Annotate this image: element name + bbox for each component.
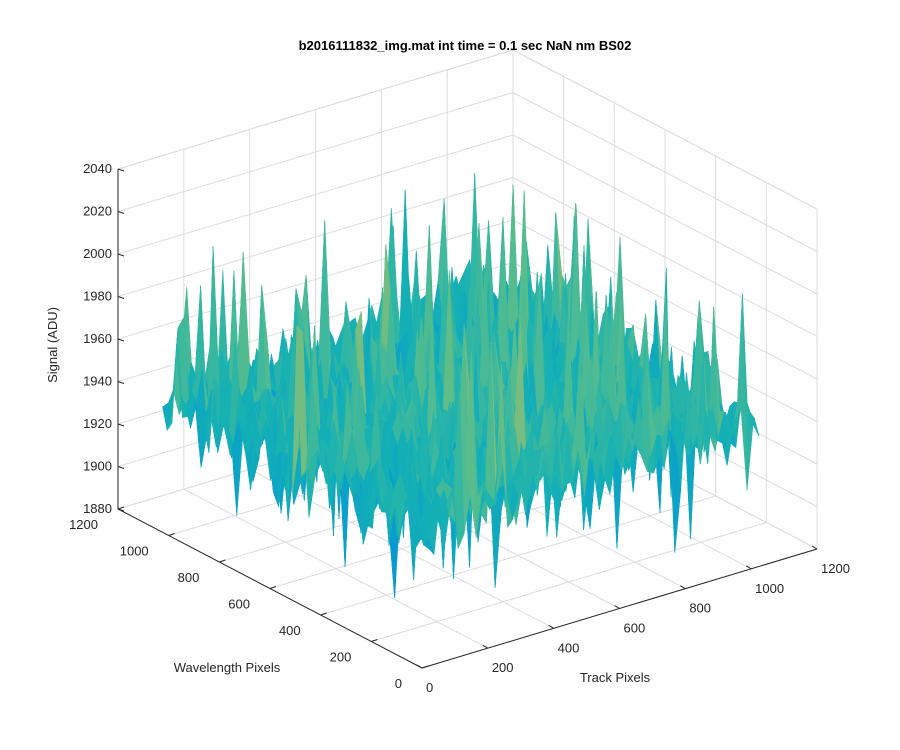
z-tick-label: 2000 [83, 246, 112, 261]
grid-line-wall-z [117, 177, 514, 297]
x-tick-mark [745, 565, 752, 570]
z-tick-label: 1880 [83, 501, 112, 516]
grid-line-wall-z2 [512, 134, 818, 295]
y-tick-mark [168, 533, 175, 536]
z-tick-label: 1980 [83, 289, 112, 304]
surface-mesh [162, 173, 760, 598]
y-tick-mark [269, 586, 277, 589]
z-tick-mark [117, 211, 125, 214]
x-axis-label: Track Pixels [580, 670, 651, 685]
y-tick-label: 600 [228, 597, 250, 612]
y-tick-label: 0 [395, 676, 402, 691]
z-tick-mark [117, 253, 125, 257]
y-tick-label: 400 [279, 623, 301, 638]
box-edge [512, 49, 818, 210]
x-tick-mark [482, 644, 489, 649]
x-tick-label: 800 [689, 601, 711, 616]
x-tick-mark [614, 605, 620, 609]
x-tick-label: 200 [492, 660, 514, 675]
grid-line-wall-z2 [512, 92, 818, 252]
x-tick-label: 1000 [755, 581, 784, 596]
x-tick-label: 1200 [821, 561, 850, 576]
z-tick-label: 1960 [83, 331, 112, 346]
x-tick-mark [416, 664, 423, 669]
y-tick-label: 1200 [69, 517, 98, 532]
z-tick-mark [117, 338, 125, 342]
x-axis-ticks: 0 200 400 600 800 1000 1200 [416, 545, 850, 695]
z-tick-label: 1900 [83, 459, 112, 474]
x-tick-mark [548, 624, 554, 629]
z-tick-mark [117, 423, 125, 427]
z-tick-label: 1940 [83, 374, 112, 389]
z-tick-label: 2040 [83, 161, 112, 176]
grid-line-floor-y [320, 495, 716, 616]
y-tick-mark [371, 639, 378, 642]
y-axis-ticks: 0 200 400 600 800 1000 1200 [69, 506, 429, 691]
x-tick-mark [811, 545, 818, 550]
x-tick-label: 0 [426, 680, 433, 695]
z-tick-mark [117, 381, 125, 384]
y-tick-mark [421, 665, 429, 669]
box-edge [117, 49, 514, 170]
z-tick-mark [117, 466, 125, 469]
y-axis-label: Wavelength Pixels [174, 660, 281, 675]
x-tick-label: 600 [624, 621, 646, 636]
y-tick-label: 800 [178, 570, 200, 585]
z-tick-label: 2020 [83, 204, 112, 219]
z-tick-mark [117, 508, 125, 512]
surface-cell [417, 514, 429, 546]
z-tick-mark [117, 296, 125, 299]
grid-line-wall-z [117, 134, 514, 255]
grid-line-floor-y [371, 522, 767, 642]
y-tick-label: 200 [330, 650, 352, 665]
x-tick-mark [680, 585, 686, 590]
y-tick-mark [219, 559, 226, 563]
x-tick-label: 400 [558, 640, 580, 655]
chart-title: b2016111832_img.mat int time = 0.1 sec N… [299, 38, 632, 53]
y-tick-mark [117, 506, 125, 510]
y-tick-label: 1000 [120, 544, 149, 559]
z-tick-label: 1920 [83, 416, 112, 431]
grid-line-wall-z [117, 92, 514, 212]
z-axis-label: Signal (ADU) [45, 307, 60, 383]
z-axis-ticks: 1880 1900 1920 1940 1960 1980 2000 2020 2040 [83, 161, 125, 516]
y-tick-mark [320, 612, 327, 616]
z-tick-mark [117, 168, 125, 172]
grid-line-wall-z2 [512, 177, 818, 337]
